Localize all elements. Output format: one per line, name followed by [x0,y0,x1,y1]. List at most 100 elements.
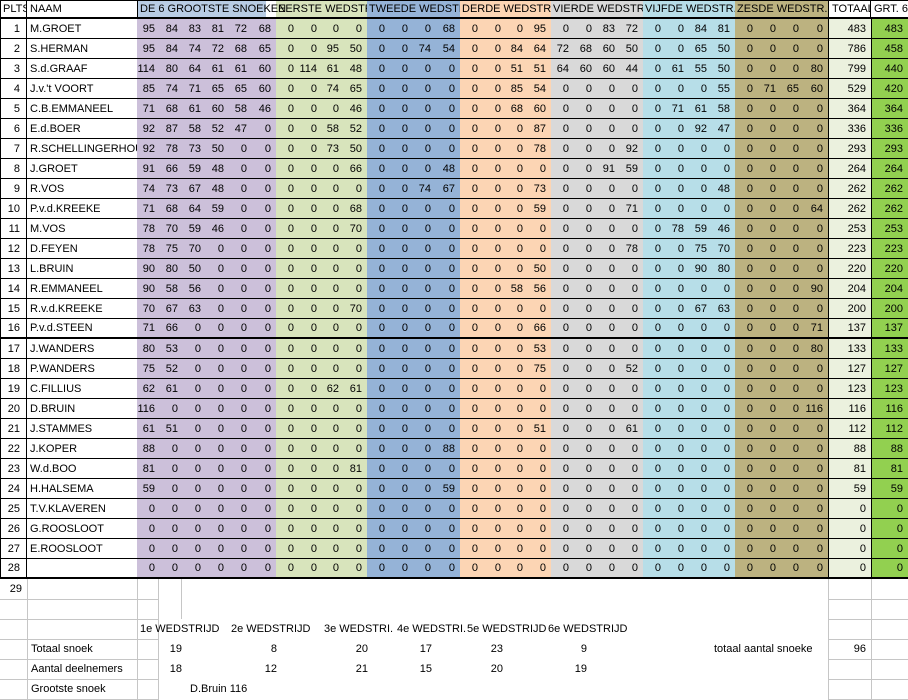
cell-wedstrijd3-3[interactable]: 0 [506,359,528,379]
cell-wedstrijd2-2[interactable]: 0 [390,99,413,119]
cell-wedstrijd3-2[interactable]: 0 [483,559,506,579]
cell-groot6-1[interactable]: 116 [137,399,160,419]
cell-wedstrijd4-4[interactable]: 59 [620,159,643,179]
cell-groot6-3[interactable]: 0 [183,419,206,439]
cell-wedstrijd4-4[interactable]: 0 [620,319,643,339]
cell-wedstrijd2-1[interactable]: 0 [367,239,390,259]
cell-grt6[interactable]: 0 [871,539,908,559]
cell-totaal[interactable]: 200 [828,299,871,319]
cell-naam[interactable]: M.GROET [27,19,137,39]
cell-wedstrijd5-2[interactable]: 0 [666,459,689,479]
cell-wedstrijd2-1[interactable]: 0 [367,259,390,279]
totaal-snoek-value-1[interactable]: 19 [169,643,182,655]
cell-groot6-1[interactable]: 92 [137,119,160,139]
cell-wedstrijd6-3[interactable]: 0 [781,19,804,39]
cell-wedstrijd4-3[interactable]: 83 [597,19,620,39]
aantal-deelnemers-value-2[interactable]: 12 [264,663,277,675]
cell-wedstrijd1-2[interactable]: 0 [299,359,322,379]
cell-grt6[interactable]: 88 [871,439,908,459]
cell-wedstrijd4-3[interactable]: 0 [597,339,620,359]
cell-wedstrijd5-2[interactable]: 0 [666,559,689,579]
cell-groot6-6[interactable]: 60 [252,59,276,79]
row-number[interactable]: 3 [0,59,27,79]
cell-groot6-5[interactable]: 0 [229,279,252,299]
cell-groot6-2[interactable]: 70 [160,219,183,239]
cell-wedstrijd5-2[interactable]: 0 [666,39,689,59]
cell-wedstrijd3-4[interactable]: 59 [528,199,551,219]
cell-wedstrijd6-4[interactable]: 0 [804,159,828,179]
cell-wedstrijd5-3[interactable]: 0 [689,459,712,479]
cell-wedstrijd1-1[interactable]: 0 [276,159,299,179]
header-totaal[interactable]: TOTAAL [828,1,871,19]
cell-wedstrijd5-1[interactable]: 0 [643,479,666,499]
cell-wedstrijd5-1[interactable]: 0 [643,39,666,59]
cell-wedstrijd4-4[interactable]: 92 [620,139,643,159]
cell-totaal[interactable]: 336 [828,119,871,139]
cell-wedstrijd5-2[interactable]: 0 [666,239,689,259]
cell-wedstrijd1-2[interactable]: 0 [299,279,322,299]
cell-groot6-3[interactable]: 64 [183,199,206,219]
footer-header-wedstrijd-5[interactable]: 5e WEDSTRIJD [467,623,547,635]
cell-groot6-3[interactable]: 71 [183,79,206,99]
cell-groot6-3[interactable]: 50 [183,259,206,279]
cell-totaal[interactable]: 204 [828,279,871,299]
cell-wedstrijd1-4[interactable]: 50 [344,139,367,159]
cell-wedstrijd6-1[interactable]: 0 [735,479,758,499]
row-number[interactable]: 6 [0,119,27,139]
cell-wedstrijd4-4[interactable]: 0 [620,219,643,239]
cell-wedstrijd1-4[interactable]: 65 [344,79,367,99]
cell-wedstrijd2-4[interactable]: 48 [436,159,460,179]
cell-wedstrijd6-2[interactable]: 0 [758,39,781,59]
row-number[interactable]: 16 [0,319,27,339]
cell-wedstrijd3-1[interactable]: 0 [460,299,483,319]
cell-wedstrijd5-4[interactable]: 50 [712,39,735,59]
cell-wedstrijd3-1[interactable]: 0 [460,399,483,419]
cell-wedstrijd5-4[interactable]: 0 [712,519,735,539]
cell-wedstrijd2-3[interactable]: 0 [413,379,436,399]
cell-wedstrijd1-1[interactable]: 0 [276,279,299,299]
cell-wedstrijd6-3[interactable]: 0 [781,179,804,199]
cell-wedstrijd6-3[interactable]: 0 [781,559,804,579]
cell-wedstrijd6-3[interactable]: 0 [781,99,804,119]
cell-groot6-1[interactable]: 74 [137,179,160,199]
cell-naam[interactable]: J.STAMMES [27,419,137,439]
row-number[interactable]: 5 [0,99,27,119]
cell-wedstrijd3-4[interactable]: 0 [528,519,551,539]
cell-wedstrijd3-4[interactable]: 0 [528,299,551,319]
cell-groot6-3[interactable]: 74 [183,39,206,59]
cell-grt6[interactable]: 112 [871,419,908,439]
cell-wedstrijd1-2[interactable]: 0 [299,519,322,539]
cell-wedstrijd4-2[interactable]: 0 [574,479,597,499]
cell-wedstrijd6-2[interactable]: 0 [758,19,781,39]
cell-wedstrijd2-2[interactable]: 0 [390,459,413,479]
cell-naam[interactable]: G.ROOSLOOT [27,519,137,539]
cell-wedstrijd4-1[interactable]: 0 [551,479,574,499]
cell-wedstrijd5-2[interactable]: 0 [666,539,689,559]
cell-wedstrijd3-3[interactable]: 0 [506,219,528,239]
cell-groot6-1[interactable]: 95 [137,19,160,39]
cell-wedstrijd3-3[interactable]: 0 [506,199,528,219]
cell-naam[interactable]: P.v.d.STEEN [27,319,137,339]
cell-wedstrijd2-4[interactable]: 0 [436,119,460,139]
cell-grt6[interactable]: 262 [871,199,908,219]
cell-wedstrijd3-4[interactable]: 66 [528,319,551,339]
cell-wedstrijd1-3[interactable]: 0 [322,539,344,559]
cell-wedstrijd3-2[interactable]: 0 [483,439,506,459]
row-number[interactable]: 19 [0,379,27,399]
cell-wedstrijd5-2[interactable]: 78 [666,219,689,239]
cell-wedstrijd5-3[interactable]: 59 [689,219,712,239]
cell-groot6-2[interactable]: 53 [160,339,183,359]
cell-wedstrijd2-3[interactable]: 0 [413,159,436,179]
cell-wedstrijd6-3[interactable]: 0 [781,119,804,139]
cell-wedstrijd3-4[interactable]: 0 [528,219,551,239]
cell-wedstrijd5-4[interactable]: 0 [712,439,735,459]
cell-wedstrijd2-1[interactable]: 0 [367,459,390,479]
cell-wedstrijd2-1[interactable]: 0 [367,179,390,199]
cell-wedstrijd3-2[interactable]: 0 [483,479,506,499]
row-number-29[interactable]: 29 [9,583,22,595]
cell-wedstrijd6-2[interactable]: 0 [758,259,781,279]
cell-totaal[interactable]: 364 [828,99,871,119]
cell-wedstrijd3-1[interactable]: 0 [460,419,483,439]
cell-wedstrijd2-4[interactable]: 0 [436,219,460,239]
cell-naam[interactable]: W.d.BOO [27,459,137,479]
